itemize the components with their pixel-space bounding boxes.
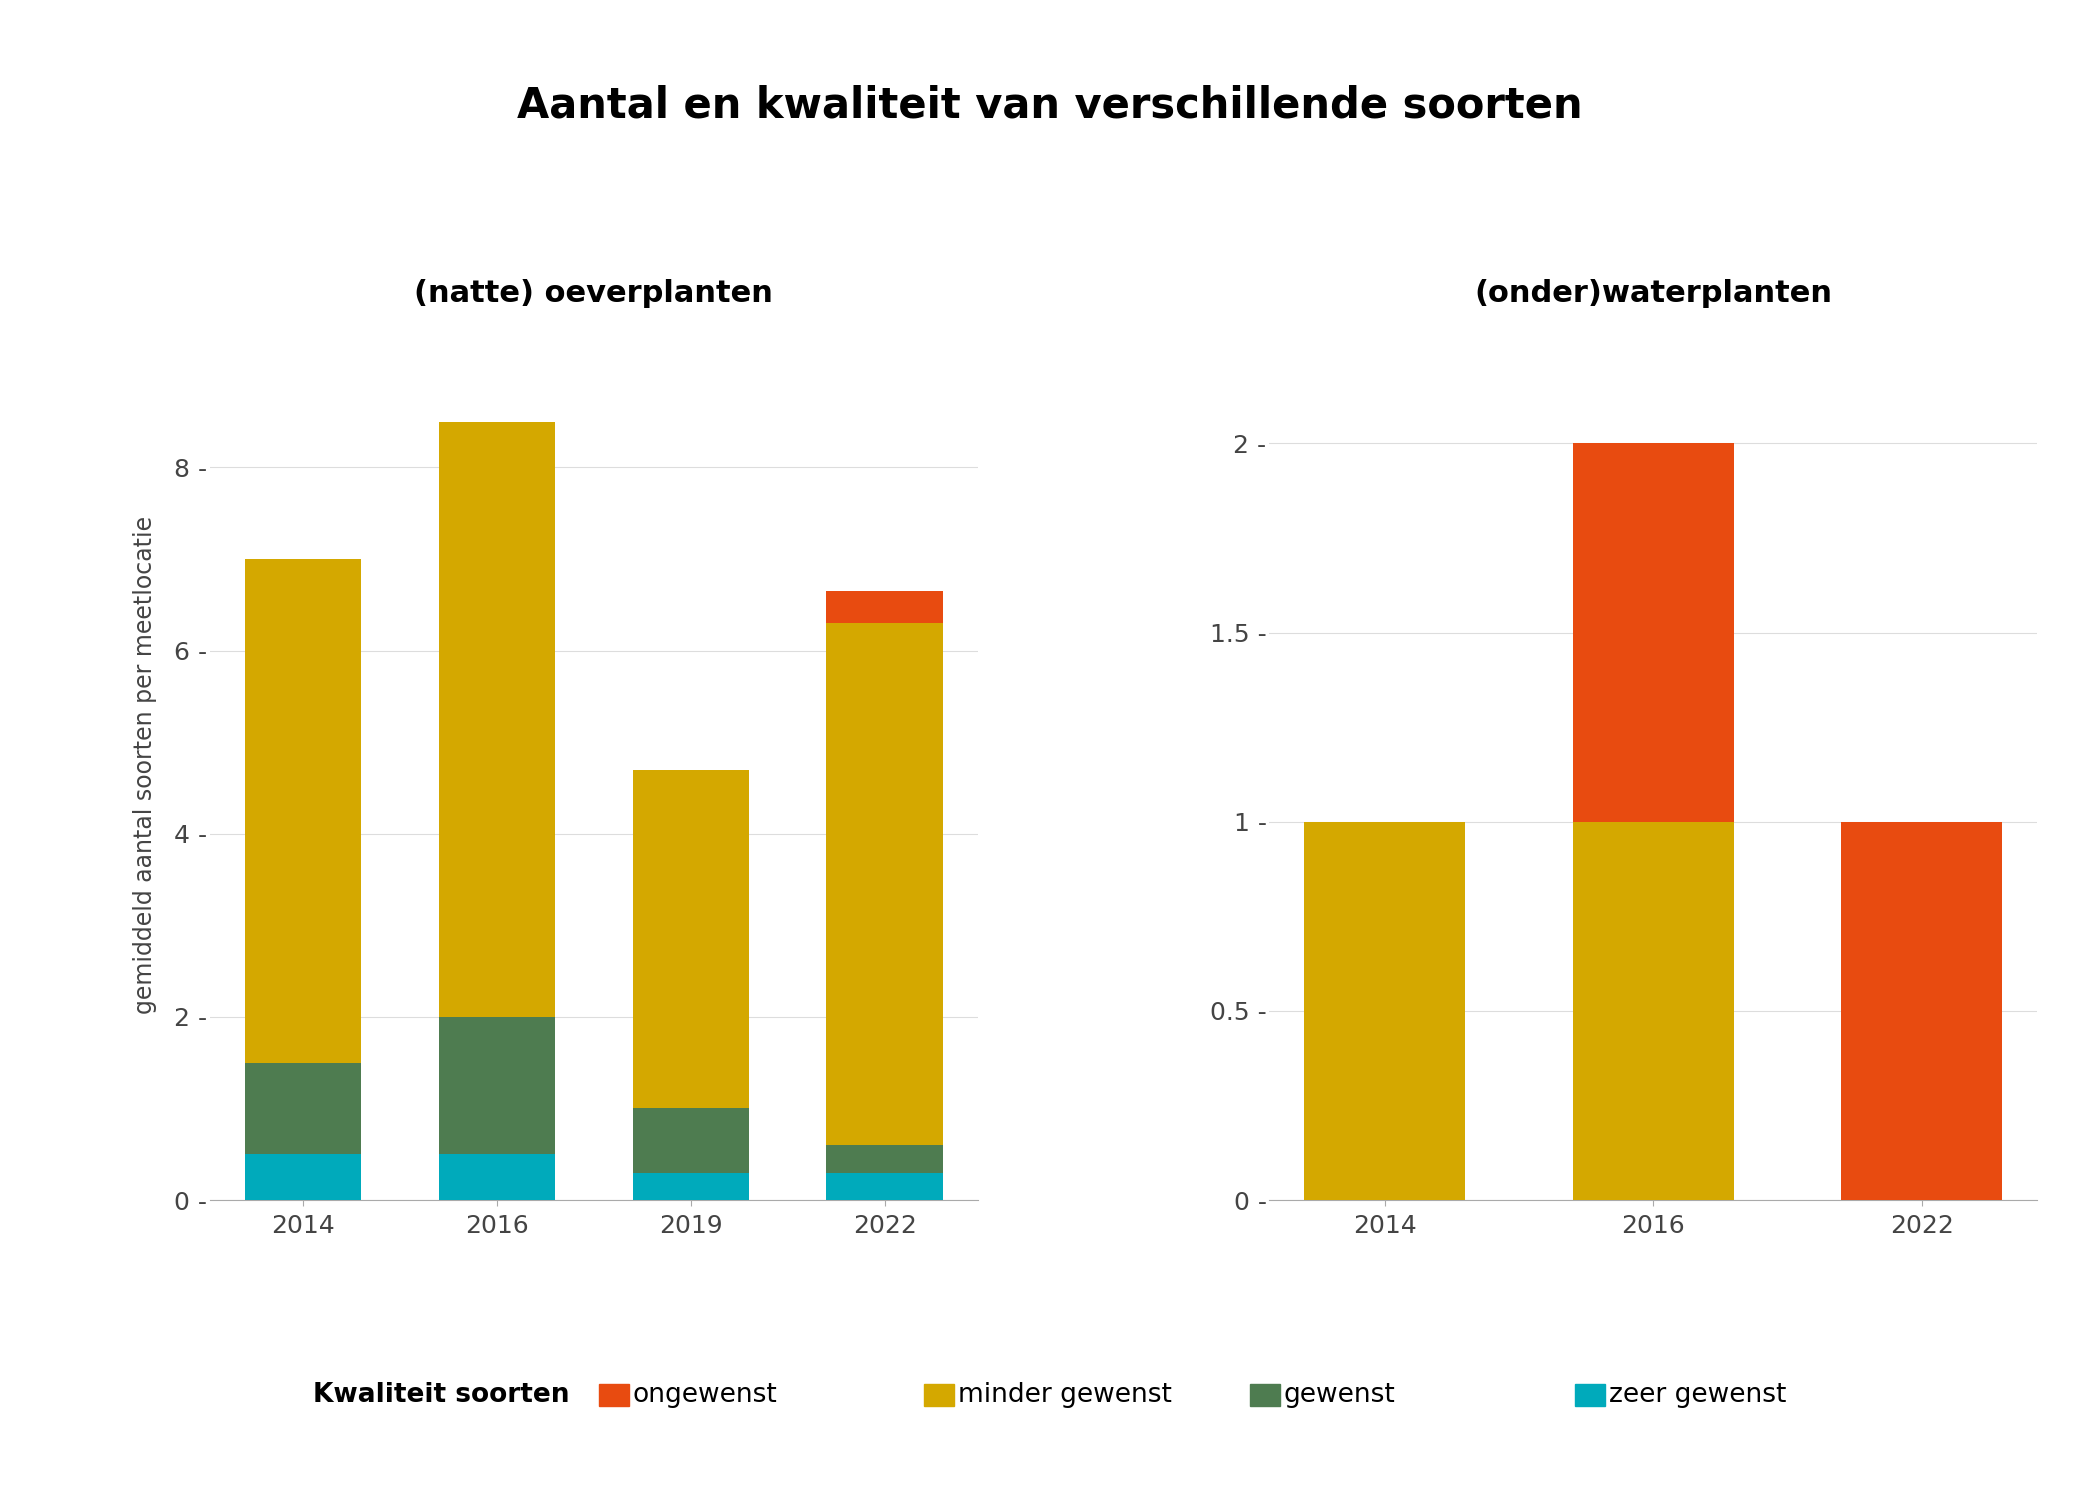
Bar: [632, 770, 750, 1108]
Bar: [1304, 822, 1466, 1200]
Text: ongewenst: ongewenst: [632, 1382, 777, 1408]
Text: gewenst: gewenst: [1283, 1382, 1394, 1408]
Bar: [827, 1173, 943, 1200]
Bar: [632, 1108, 750, 1173]
Bar: [246, 560, 361, 1062]
Text: Kwaliteit soorten: Kwaliteit soorten: [313, 1382, 588, 1408]
Text: Aantal en kwaliteit van verschillende soorten: Aantal en kwaliteit van verschillende so…: [517, 84, 1583, 126]
Y-axis label: gemiddeld aantal soorten per meetlocatie: gemiddeld aantal soorten per meetlocatie: [134, 516, 158, 1014]
Text: minder gewenst: minder gewenst: [958, 1382, 1172, 1408]
Bar: [439, 1154, 554, 1200]
Bar: [246, 1062, 361, 1154]
Bar: [246, 1154, 361, 1200]
Text: zeer gewenst: zeer gewenst: [1609, 1382, 1787, 1408]
Bar: [439, 1017, 554, 1154]
Bar: [827, 1144, 943, 1173]
Bar: [1573, 822, 1735, 1200]
Bar: [1573, 444, 1735, 822]
Bar: [439, 422, 554, 1017]
Text: (onder)waterplanten: (onder)waterplanten: [1474, 279, 1831, 308]
Bar: [1842, 822, 2001, 1200]
Bar: [827, 591, 943, 622]
Bar: [827, 622, 943, 1144]
Bar: [632, 1173, 750, 1200]
Text: (natte) oeverplanten: (natte) oeverplanten: [414, 279, 773, 308]
